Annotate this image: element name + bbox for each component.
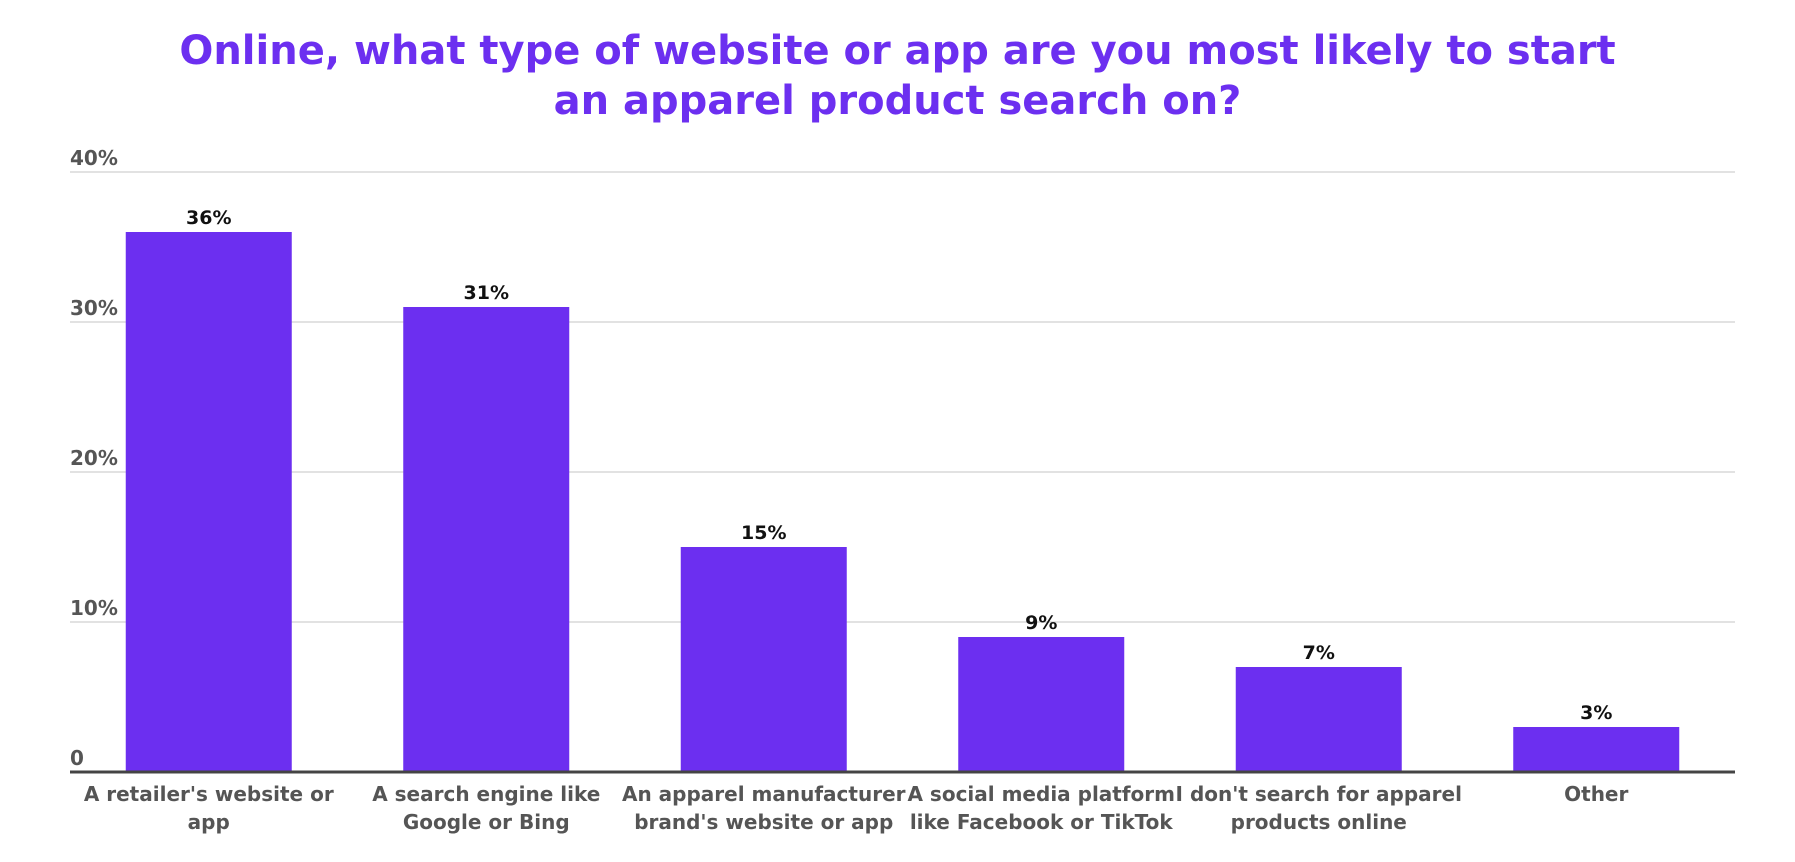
x-axis-categories: A retailer's website or app A search engin…: [84, 782, 1629, 834]
category-label: Other: [1564, 782, 1628, 806]
data-label: 9%: [1025, 612, 1057, 634]
y-axis-ticks: 0 10% 20% 30% 40%: [70, 146, 118, 770]
bar: [680, 547, 847, 772]
y-tick-label: 0: [70, 746, 84, 770]
data-labels: 36% 31% 15% 9% 7% 3%: [186, 207, 1612, 724]
category-label: brand's website or app: [634, 810, 893, 834]
bar: [125, 232, 292, 772]
bar: [1513, 727, 1680, 772]
chart-title: Online, what type of website or app are …: [0, 26, 1795, 126]
data-label: 36%: [186, 207, 231, 229]
y-tick-label: 30%: [70, 296, 118, 320]
category-label: I don't search for apparel: [1176, 782, 1462, 806]
chart-title-line-2: an apparel product search on?: [553, 78, 1242, 124]
category-label: A social media platform: [907, 782, 1175, 806]
data-label: 15%: [741, 522, 786, 544]
chart-title-line-1: Online, what type of website or app are …: [179, 28, 1616, 74]
y-tick-label: 40%: [70, 146, 118, 170]
data-label: 31%: [464, 282, 509, 304]
bar: [958, 637, 1125, 772]
y-tick-label: 10%: [70, 596, 118, 620]
category-label: A retailer's website or: [84, 782, 334, 806]
category-label: like Facebook or TikTok: [910, 810, 1174, 834]
data-label: 3%: [1580, 702, 1612, 724]
category-label: app: [188, 810, 230, 834]
category-label: A search engine like: [372, 782, 600, 806]
y-tick-label: 20%: [70, 446, 118, 470]
gridlines: [70, 171, 1735, 623]
category-label: An apparel manufacturer: [622, 782, 906, 806]
category-label: products online: [1231, 810, 1407, 834]
bar: [1235, 667, 1402, 772]
data-label: 7%: [1303, 642, 1335, 664]
bar: [403, 307, 570, 772]
bars: [125, 232, 1680, 772]
category-label: Google or Bing: [403, 810, 570, 834]
